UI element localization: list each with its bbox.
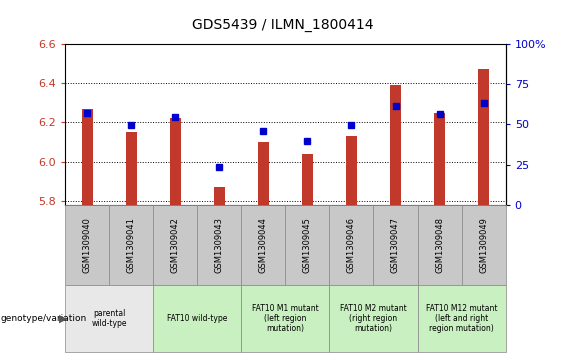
Text: GSM1309049: GSM1309049	[479, 217, 488, 273]
Text: GSM1309040: GSM1309040	[82, 217, 92, 273]
Bar	[65, 205, 109, 285]
Bar	[302, 154, 313, 205]
Text: GSM1309041: GSM1309041	[127, 217, 136, 273]
Text: GSM1309045: GSM1309045	[303, 217, 312, 273]
Bar	[329, 205, 373, 285]
Bar	[418, 285, 506, 352]
Bar	[434, 113, 445, 205]
Bar	[373, 205, 418, 285]
Bar	[170, 118, 181, 205]
Bar	[109, 205, 153, 285]
Bar	[346, 136, 357, 205]
Text: FAT10 M2 mutant
(right region
mutation): FAT10 M2 mutant (right region mutation)	[340, 303, 407, 334]
Bar	[153, 205, 197, 285]
Bar	[462, 205, 506, 285]
Text: FAT10 M1 mutant
(left region
mutation): FAT10 M1 mutant (left region mutation)	[252, 303, 319, 334]
Text: GSM1309048: GSM1309048	[435, 217, 444, 273]
Bar	[241, 285, 329, 352]
Text: genotype/variation: genotype/variation	[1, 314, 87, 323]
Bar	[65, 285, 153, 352]
Text: ▶: ▶	[59, 314, 68, 323]
Bar	[329, 285, 418, 352]
Bar	[81, 109, 93, 205]
Bar	[258, 142, 269, 205]
Text: GSM1309043: GSM1309043	[215, 217, 224, 273]
Bar	[418, 205, 462, 285]
Bar	[153, 285, 241, 352]
Bar	[125, 132, 137, 205]
Text: GSM1309042: GSM1309042	[171, 217, 180, 273]
Text: GDS5439 / ILMN_1800414: GDS5439 / ILMN_1800414	[192, 18, 373, 32]
Bar	[478, 69, 489, 205]
Bar	[390, 85, 401, 205]
Text: GSM1309047: GSM1309047	[391, 217, 400, 273]
Bar	[241, 205, 285, 285]
Text: parental
wild-type: parental wild-type	[92, 309, 127, 328]
Text: GSM1309044: GSM1309044	[259, 217, 268, 273]
Bar	[285, 205, 329, 285]
Text: FAT10 M12 mutant
(left and right
region mutation): FAT10 M12 mutant (left and right region …	[426, 303, 497, 334]
Text: FAT10 wild-type: FAT10 wild-type	[167, 314, 227, 323]
Bar	[214, 187, 225, 205]
Text: GSM1309046: GSM1309046	[347, 217, 356, 273]
Bar	[197, 205, 241, 285]
